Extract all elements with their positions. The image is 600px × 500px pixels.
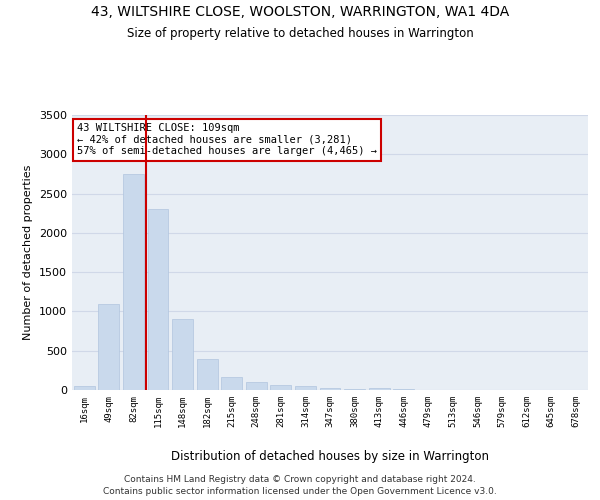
Text: 43, WILTSHIRE CLOSE, WOOLSTON, WARRINGTON, WA1 4DA: 43, WILTSHIRE CLOSE, WOOLSTON, WARRINGTO… <box>91 5 509 19</box>
Bar <box>246 382 267 390</box>
Bar <box>271 384 292 390</box>
Bar <box>393 389 414 390</box>
Bar <box>295 386 316 390</box>
Bar <box>344 389 365 390</box>
Text: Contains HM Land Registry data © Crown copyright and database right 2024.: Contains HM Land Registry data © Crown c… <box>124 475 476 484</box>
Bar <box>320 388 340 390</box>
Bar <box>148 210 169 390</box>
Text: Size of property relative to detached houses in Warrington: Size of property relative to detached ho… <box>127 28 473 40</box>
Bar <box>123 174 144 390</box>
Y-axis label: Number of detached properties: Number of detached properties <box>23 165 34 340</box>
Bar <box>197 358 218 390</box>
Bar <box>221 377 242 390</box>
Bar <box>98 304 119 390</box>
Bar <box>74 386 95 390</box>
Text: Distribution of detached houses by size in Warrington: Distribution of detached houses by size … <box>171 450 489 463</box>
Bar <box>368 388 389 390</box>
Text: 43 WILTSHIRE CLOSE: 109sqm
← 42% of detached houses are smaller (3,281)
57% of s: 43 WILTSHIRE CLOSE: 109sqm ← 42% of deta… <box>77 123 377 156</box>
Bar <box>172 320 193 390</box>
Text: Contains public sector information licensed under the Open Government Licence v3: Contains public sector information licen… <box>103 488 497 496</box>
